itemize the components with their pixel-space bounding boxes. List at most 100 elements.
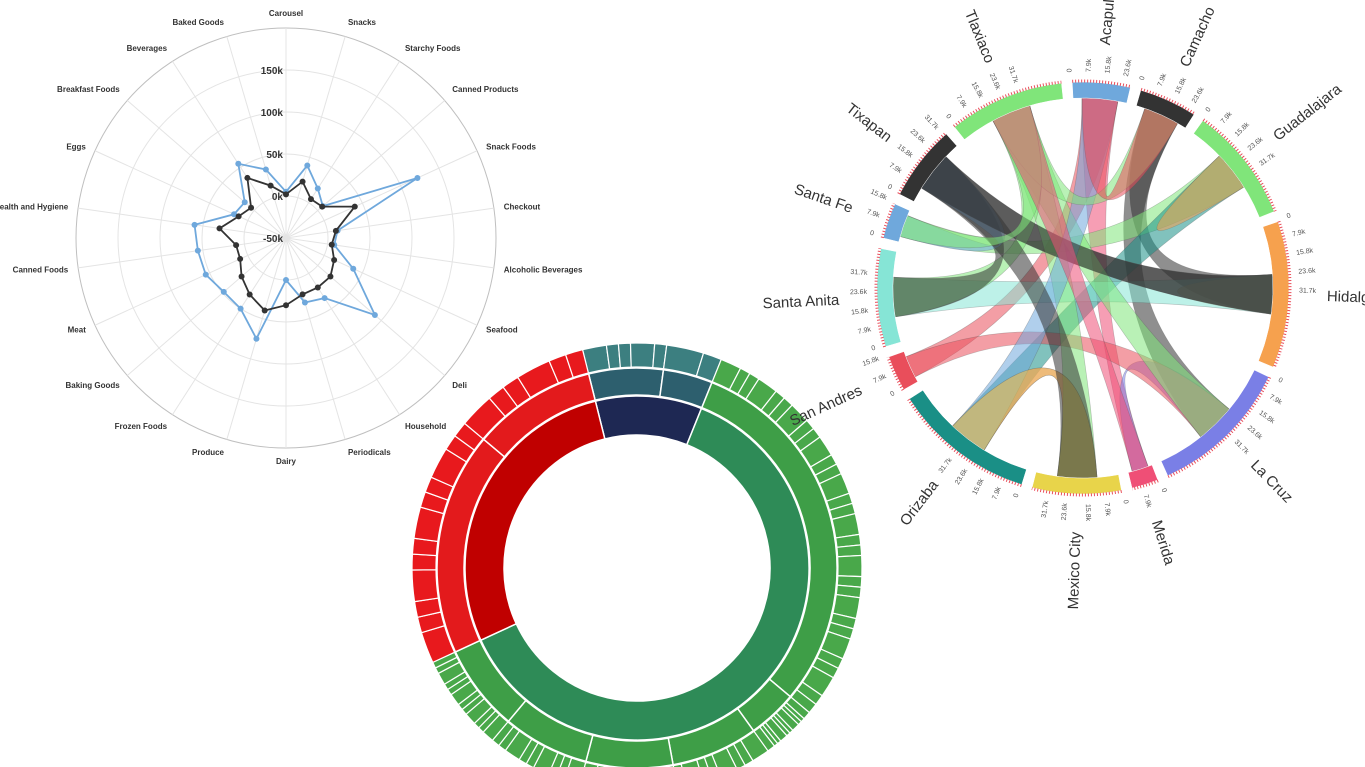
radar-data-point[interactable]: [216, 225, 223, 232]
sunburst-inner-segment[interactable]: [594, 395, 703, 446]
radar-category-label: Breakfast Foods: [57, 85, 120, 94]
chord-tick-label: 7.9k: [872, 373, 887, 385]
chord-tick-label: 23.6k: [988, 72, 1001, 91]
radar-data-point[interactable]: [235, 160, 242, 167]
radar-data-point[interactable]: [253, 335, 260, 342]
chord-tick-label: 23.6k: [1123, 58, 1134, 77]
radar-data-point[interactable]: [220, 288, 227, 295]
radar-data-point[interactable]: [299, 178, 306, 185]
sunburst-outer-segment[interactable]: [564, 348, 590, 379]
radar-category-label: Canned Foods: [13, 265, 69, 274]
radar-chart: -50k 0k 50k 100k 150k Carousel Snacks Starchy F…: [0, 9, 583, 466]
radar-data-point[interactable]: [321, 295, 328, 302]
chord-tick-marks: [1272, 220, 1292, 369]
chord-tick-label: 7.9k: [954, 94, 967, 109]
radar-data-point[interactable]: [283, 191, 289, 198]
sunburst-outer-segment[interactable]: [836, 544, 863, 558]
chord-tick-label: 23.6k: [1191, 86, 1206, 105]
radar-data-point[interactable]: [327, 273, 334, 280]
chord-tick-label: 7.9k: [1086, 58, 1093, 72]
chord-tick-label: 15.8k: [862, 355, 881, 367]
radar-data-point[interactable]: [314, 185, 321, 192]
radar-data-point[interactable]: [235, 213, 242, 220]
radar-data-point[interactable]: [231, 211, 238, 218]
chord-tick-marks: [886, 356, 905, 391]
sunburst-inner-segment[interactable]: [479, 407, 810, 741]
chord-group-arc[interactable]: [909, 389, 1027, 485]
radar-spoke: [94, 237, 287, 326]
radar-category-label: Health and Hygiene: [0, 203, 69, 212]
chord-tick-label: 15.8k: [970, 81, 985, 100]
chord-tick-label: 31.7k: [1233, 439, 1250, 456]
radar-data-point[interactable]: [194, 247, 201, 254]
radar-data-point[interactable]: [314, 284, 321, 291]
radar-data-point[interactable]: [237, 305, 244, 312]
chord-tick-label: 31.7k: [1258, 152, 1276, 168]
chord-tick-label: 15.8k: [869, 188, 888, 202]
radar-data-point[interactable]: [350, 265, 357, 272]
radar-data-point[interactable]: [238, 273, 245, 280]
radar-data-point[interactable]: [241, 199, 248, 206]
radar-data-point[interactable]: [237, 255, 244, 262]
sunburst-inner-segment[interactable]: [464, 400, 606, 642]
sunburst-middle-segment[interactable]: [587, 367, 665, 402]
chord-group-arc[interactable]: [899, 133, 958, 202]
radar-data-point[interactable]: [283, 277, 289, 283]
chord-group-label: Santa Anita: [762, 292, 840, 313]
chord-tick-label: 0: [1066, 68, 1073, 72]
chord-group-arc[interactable]: [1136, 89, 1195, 129]
radar-data-point[interactable]: [299, 291, 306, 298]
chord-group-arc[interactable]: [1258, 221, 1290, 368]
chord-tick-label: 0: [1013, 493, 1021, 499]
sunburst-outer-segment[interactable]: [411, 553, 438, 571]
sunburst-middle-segment[interactable]: [482, 373, 597, 458]
radar-spoke: [126, 100, 287, 239]
radar-data-point[interactable]: [331, 256, 338, 263]
radar-data-point[interactable]: [351, 203, 358, 210]
chord-tick-label: 23.6k: [1061, 503, 1069, 521]
sunburst-outer-segment[interactable]: [617, 342, 632, 369]
sunburst-outer-segment[interactable]: [629, 342, 656, 369]
radar-data-point[interactable]: [371, 312, 378, 319]
radar-data-point[interactable]: [332, 227, 339, 234]
radar-spoke: [172, 237, 287, 415]
radar-data-point[interactable]: [328, 241, 335, 248]
chord-tick-label: 15.8k: [1104, 56, 1113, 74]
radar-category-label: Baked Goods: [172, 18, 224, 27]
radar-spoke: [172, 61, 287, 239]
radar-spoke: [285, 207, 494, 239]
chord-tick-label: 0: [1205, 106, 1213, 113]
radar-data-point[interactable]: [244, 174, 251, 181]
radar-category-label: Snack Foods: [486, 143, 536, 152]
radar-data-point[interactable]: [304, 162, 311, 169]
radar-data-point[interactable]: [191, 221, 198, 228]
chord-tick-label: 0: [944, 113, 952, 120]
radar-spoke: [285, 237, 478, 326]
chord-tick-label: 0: [1121, 499, 1129, 504]
radar-data-point[interactable]: [301, 299, 308, 306]
chord-tick-label: 0: [871, 345, 877, 353]
radar-data-point[interactable]: [414, 174, 421, 181]
chord-tick-label: 31.7k: [1007, 65, 1019, 84]
radar-data-point[interactable]: [267, 182, 274, 189]
sunburst-outer-segment[interactable]: [837, 554, 863, 578]
chord-group-arc[interactable]: [1071, 81, 1131, 104]
radar-data-point[interactable]: [202, 271, 209, 278]
radar-spoke: [226, 36, 287, 239]
sunburst-outer-segment[interactable]: [411, 569, 439, 603]
chord-group-arc[interactable]: [876, 248, 902, 347]
chord-tick-label: 7.9k: [1157, 72, 1169, 87]
radar-tick-label: -50k: [263, 234, 283, 245]
chord-group-arc[interactable]: [1160, 369, 1270, 477]
radar-data-point[interactable]: [307, 196, 314, 203]
chord-tick-label: 23.6k: [1298, 268, 1316, 276]
radar-data-point[interactable]: [248, 204, 255, 211]
radar-data-point[interactable]: [319, 203, 326, 210]
radar-data-point[interactable]: [233, 242, 240, 249]
radar-category-label: Checkout: [504, 203, 541, 212]
radar-data-point[interactable]: [261, 307, 268, 314]
radar-data-point[interactable]: [262, 166, 269, 173]
radar-data-point[interactable]: [283, 302, 289, 309]
radar-data-point[interactable]: [246, 291, 253, 298]
chord-group-label: Acapulco: [1097, 0, 1119, 46]
